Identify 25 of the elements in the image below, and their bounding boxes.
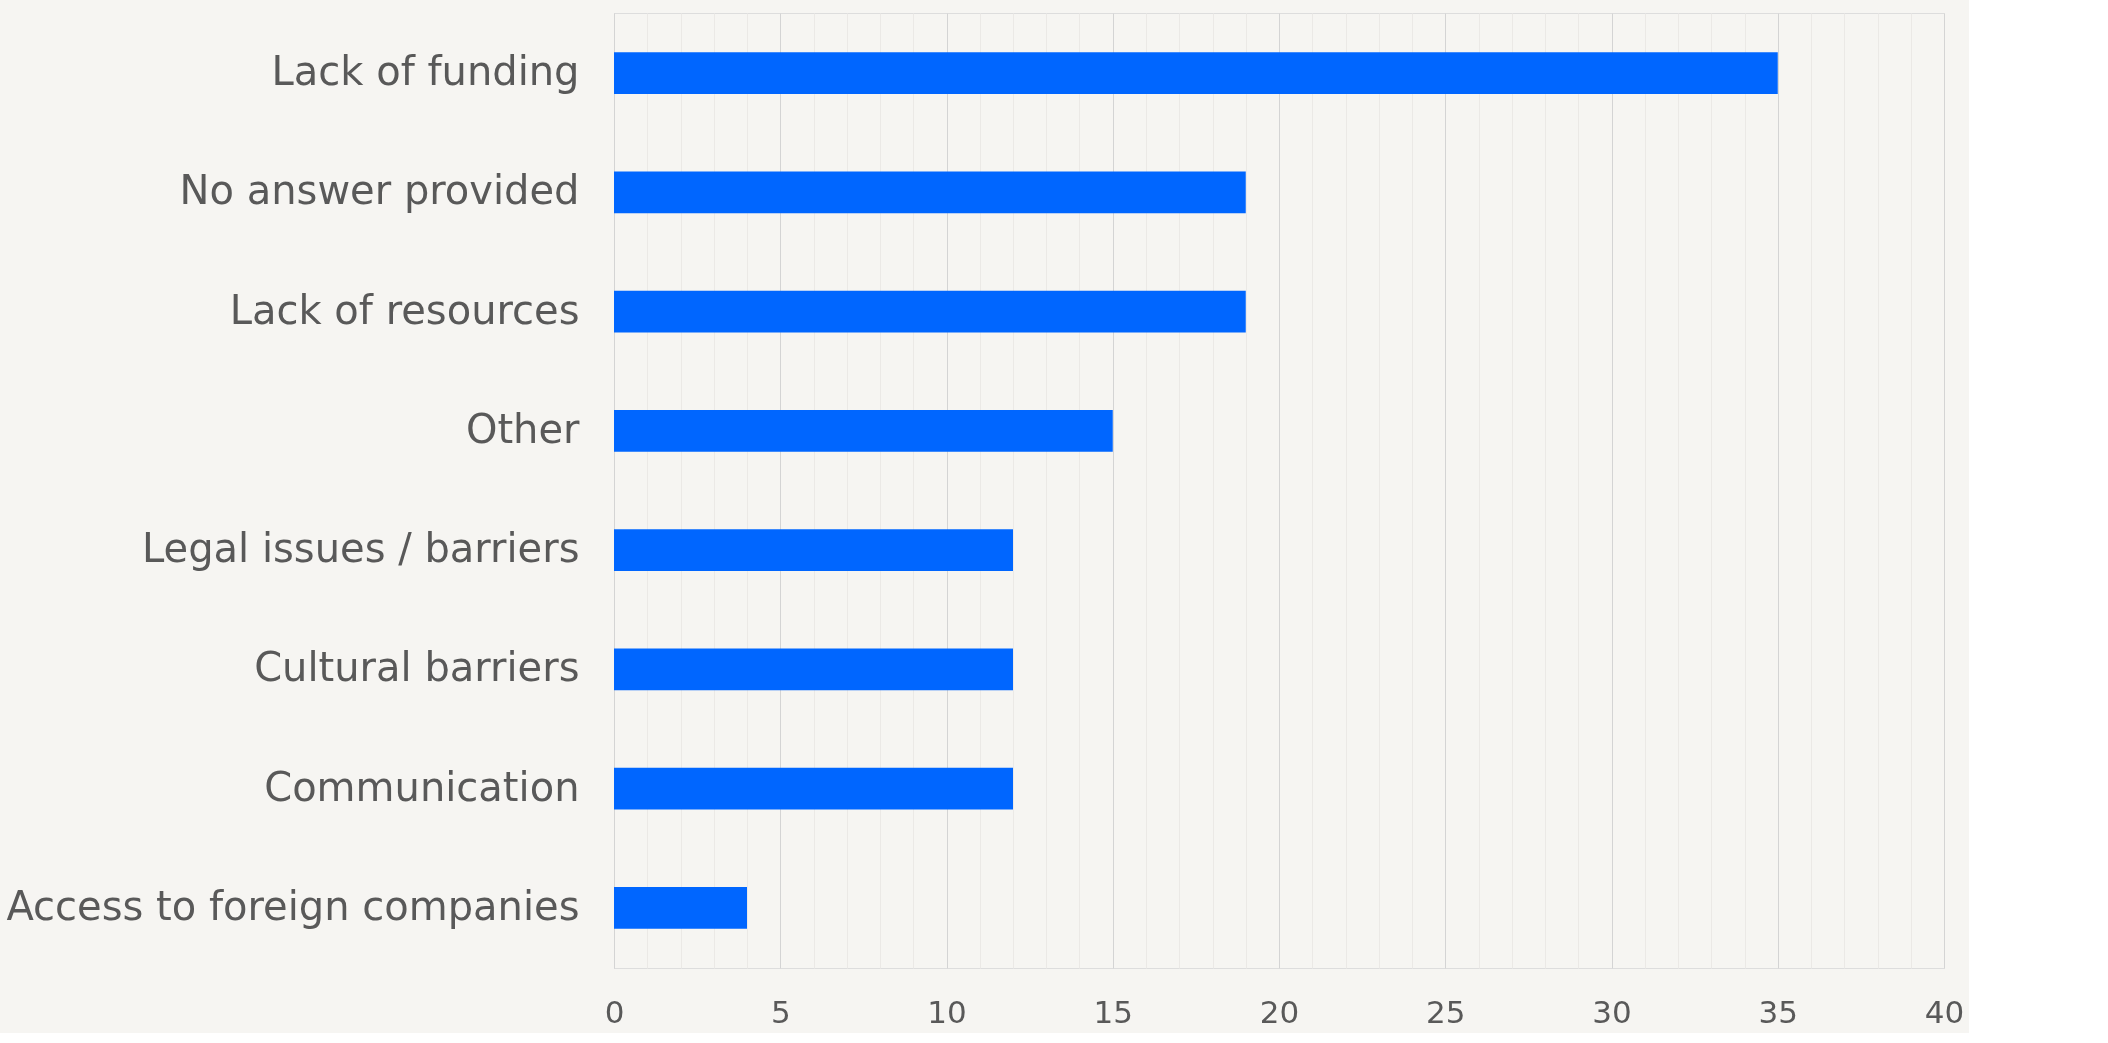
y-tick-label: Other [465, 405, 581, 452]
y-tick-label: No answer provided [179, 167, 580, 214]
y-tick-label: Lack of resources [229, 286, 580, 333]
y-tick-label: Access to foreign companies [6, 882, 580, 929]
bar [614, 171, 1246, 214]
bar [614, 52, 1778, 95]
x-tick-label: 30 [1592, 993, 1632, 1030]
x-tick-label: 35 [1758, 993, 1798, 1030]
bar [614, 290, 1246, 333]
bar [614, 529, 1013, 571]
x-tick-label: 25 [1426, 993, 1466, 1030]
bar [614, 410, 1113, 452]
bar [614, 648, 1013, 691]
y-tick-label: Cultural barriers [254, 644, 580, 691]
bar [614, 886, 747, 929]
x-tick-label: 0 [604, 993, 625, 1030]
y-tick-label: Lack of funding [271, 48, 580, 95]
x-tick-label: 10 [927, 993, 967, 1030]
x-tick-label: 40 [1924, 993, 1965, 1030]
x-tick-label: 15 [1093, 993, 1133, 1030]
y-tick-label: Communication [264, 763, 580, 810]
y-tick-label: Legal issues / barriers [141, 525, 580, 572]
x-tick-label: 20 [1259, 993, 1300, 1030]
bar [614, 767, 1013, 810]
x-tick-label: 5 [770, 993, 791, 1030]
